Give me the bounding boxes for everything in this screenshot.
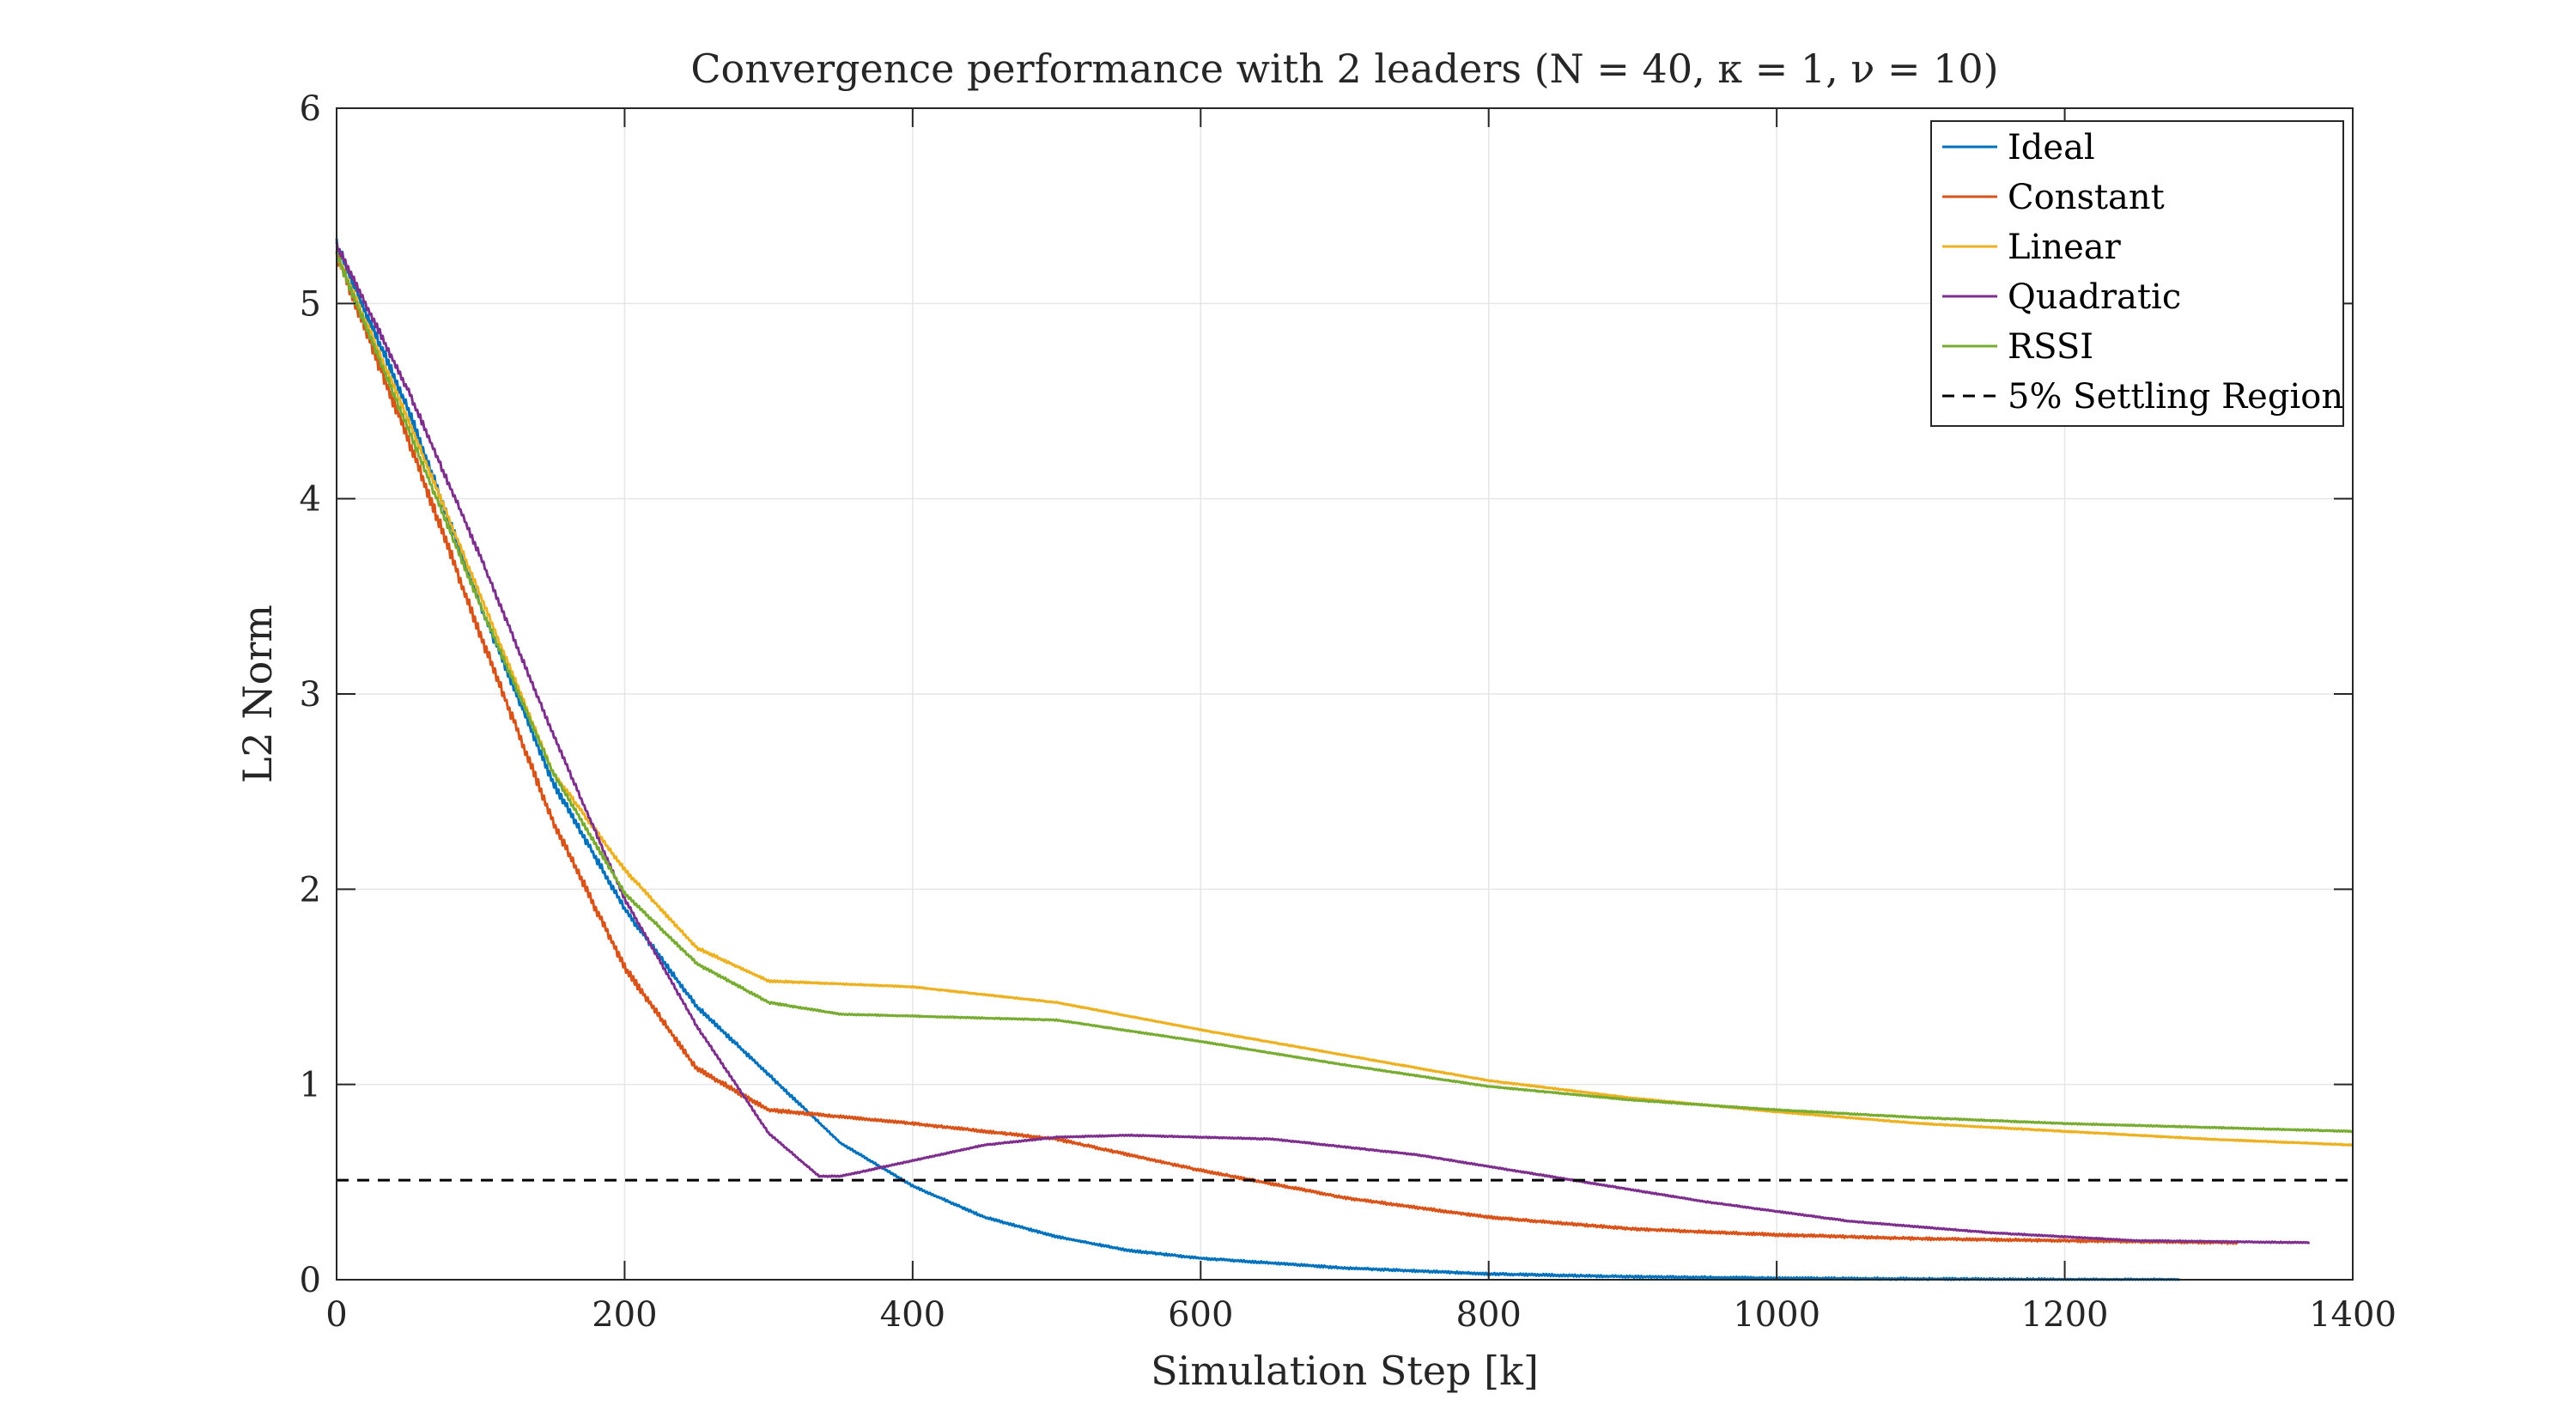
x-tick-label: 200 [592,1295,657,1335]
y-tick-label: 5 [300,284,321,324]
x-tick-label: 400 [880,1295,945,1335]
legend: Ideal Constant Linear Quadratic RSSI 5% Settl… [1930,120,2344,427]
series-line-rssi [335,251,2354,1134]
legend-label-rssi: RSSI [2008,327,2093,367]
legend-label-linear: Linear [2008,228,2122,267]
y-tick-label: 1 [300,1066,321,1105]
series-line-quadratic [335,241,2311,1244]
tick-labels: 0 200 400 600 800 1000 1200 1400 0 1 2 3 4 5 6 [300,89,2397,1335]
x-tick-label: 1200 [2021,1295,2109,1335]
chart-title: Convergence performance with 2 leaders (… [690,46,1998,92]
y-tick-label: 3 [300,675,321,715]
legend-box [1930,120,2344,427]
x-tick-label: 800 [1456,1295,1522,1335]
ticks [336,107,2354,1281]
x-tick-label: 1400 [2309,1295,2397,1335]
y-axis-label: L2 Norm [234,605,281,783]
y-tick-label: 4 [300,480,321,520]
legend-label-quadratic: Quadratic [2008,277,2181,317]
x-tick-label: 600 [1168,1295,1233,1335]
legend-label-5-settling-region: 5% Settling Region [2008,377,2343,417]
legend-label-ideal: Ideal [2008,128,2095,167]
x-tick-label: 1000 [1733,1295,1820,1335]
series-line-constant [335,251,2239,1245]
legend-label-constant: Constant [2008,178,2165,217]
y-tick-label: 6 [300,89,321,129]
y-tick-label: 2 [300,870,321,910]
y-tick-label: 0 [300,1261,321,1300]
x-tick-label: 0 [325,1295,347,1335]
series-line-linear [335,252,2354,1147]
x-axis-label: Simulation Step [k] [1151,1348,1539,1394]
